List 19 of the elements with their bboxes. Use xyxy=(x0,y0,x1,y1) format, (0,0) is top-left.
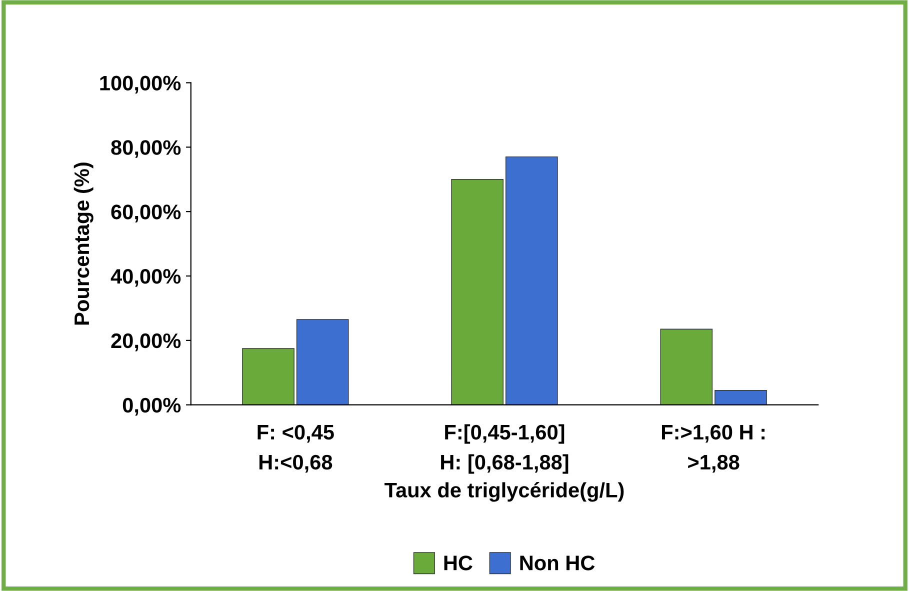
x-tick-label: F: <0,45 H:<0,68 xyxy=(258,424,334,473)
y-tick-label: 40,00% xyxy=(110,269,181,287)
bar xyxy=(714,390,767,405)
y-tick-label: 80,00% xyxy=(111,140,181,158)
y-tick-label: 60,00% xyxy=(111,204,181,222)
y-tick-label: 20,00% xyxy=(111,333,181,352)
y-axis-title: Pourcentage (%) xyxy=(74,162,94,325)
legend-label: Non HC xyxy=(520,556,595,570)
bar xyxy=(296,319,349,405)
legend-label: HC xyxy=(444,556,472,570)
bar xyxy=(451,179,504,405)
x-tick-label: F:[0,45-1,60] H: [0,68-1,88] xyxy=(441,424,568,474)
bar xyxy=(242,348,294,405)
bar xyxy=(660,328,713,405)
x-axis-title: Taux de triglycéride(g/L) xyxy=(384,482,624,502)
x-tick-label: F:>1,60 H : >1,88 xyxy=(662,424,765,473)
y-tick-label: 0,00% xyxy=(122,398,181,416)
bar xyxy=(506,156,558,405)
y-tick-label: 100,00% xyxy=(100,76,181,94)
